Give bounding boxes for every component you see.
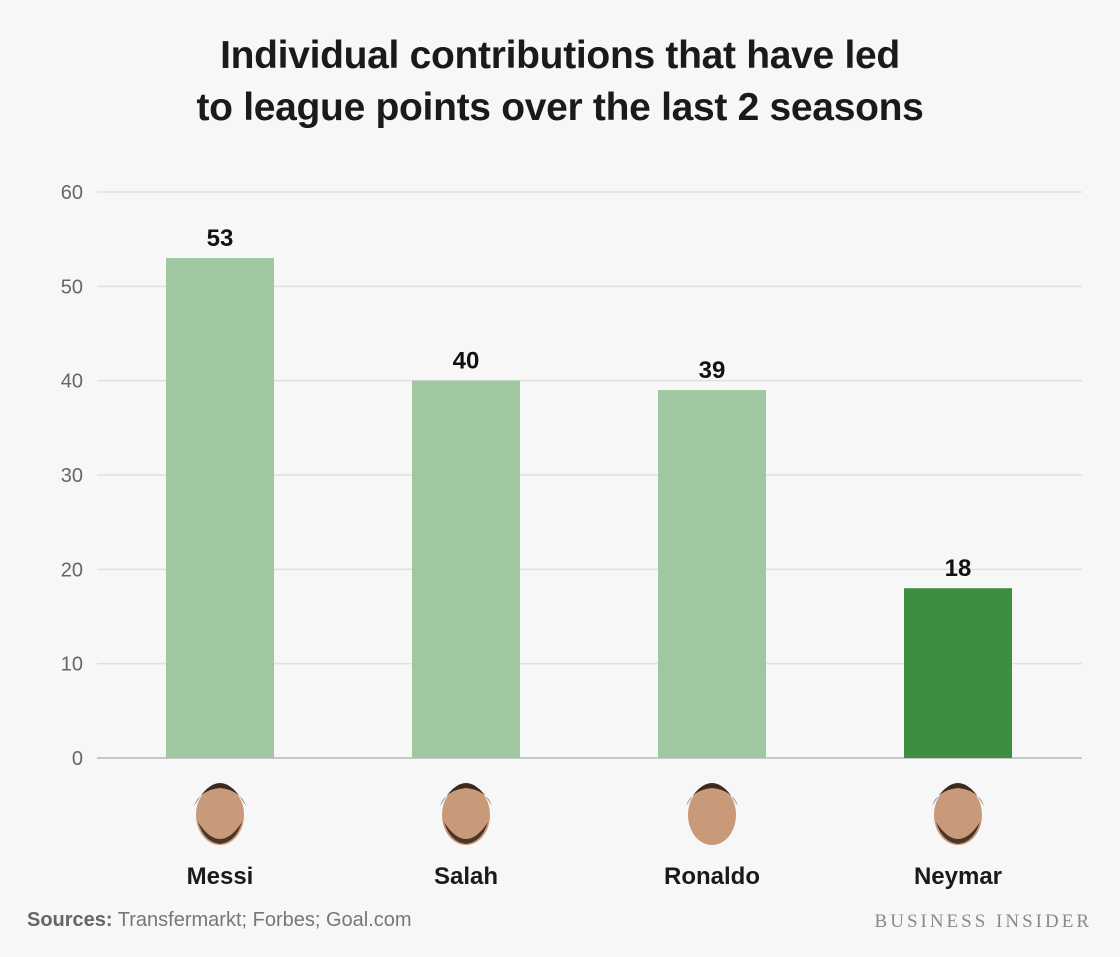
y-tick-label: 10 — [61, 654, 83, 676]
title-line-2: to league points over the last 2 seasons — [196, 86, 924, 129]
chart-title: Individual contributions that have led t… — [0, 30, 1120, 134]
player-beard — [936, 822, 980, 844]
y-tick-label: 40 — [61, 371, 83, 393]
player-avatar — [196, 785, 244, 845]
player-avatar — [688, 785, 736, 845]
data-label: 53 — [207, 225, 234, 252]
sources-note: Sources: Transfermarkt; Forbes; Goal.com — [27, 909, 412, 932]
brand-logo: BUSINESS INSIDER — [874, 911, 1092, 932]
data-label: 18 — [945, 555, 972, 582]
category-label: Neymar — [914, 863, 1002, 890]
bar-neymar — [904, 588, 1012, 758]
player-avatar — [934, 785, 982, 845]
player-hair — [194, 783, 246, 806]
category-label: Messi — [187, 863, 254, 890]
y-tick-label: 60 — [61, 182, 83, 204]
bar-chart: 0 10 20 30 40 50 60 53 Messi 40 Salah 39 Ronaldo 18 Ne… — [61, 182, 1082, 890]
category-label: Salah — [434, 863, 498, 890]
y-tick-label: 30 — [61, 465, 83, 487]
bar-messi — [166, 258, 274, 758]
bar-ronaldo — [658, 390, 766, 758]
bar-salah — [412, 380, 520, 758]
data-label: 40 — [453, 348, 480, 375]
player-hair — [440, 783, 492, 806]
player-avatar — [442, 785, 490, 845]
sources-text: Transfermarkt; Forbes; Goal.com — [117, 909, 412, 931]
player-beard — [444, 822, 488, 844]
sources-label: Sources: — [27, 909, 113, 931]
data-label: 39 — [699, 357, 726, 384]
y-tick-label: 20 — [61, 559, 83, 581]
player-hair — [686, 783, 738, 806]
player-hair — [932, 783, 984, 806]
category-label: Ronaldo — [664, 863, 760, 890]
player-beard — [198, 822, 242, 844]
title-line-1: Individual contributions that have led — [220, 34, 900, 77]
y-tick-label: 50 — [61, 276, 83, 298]
y-tick-label: 0 — [72, 748, 83, 770]
